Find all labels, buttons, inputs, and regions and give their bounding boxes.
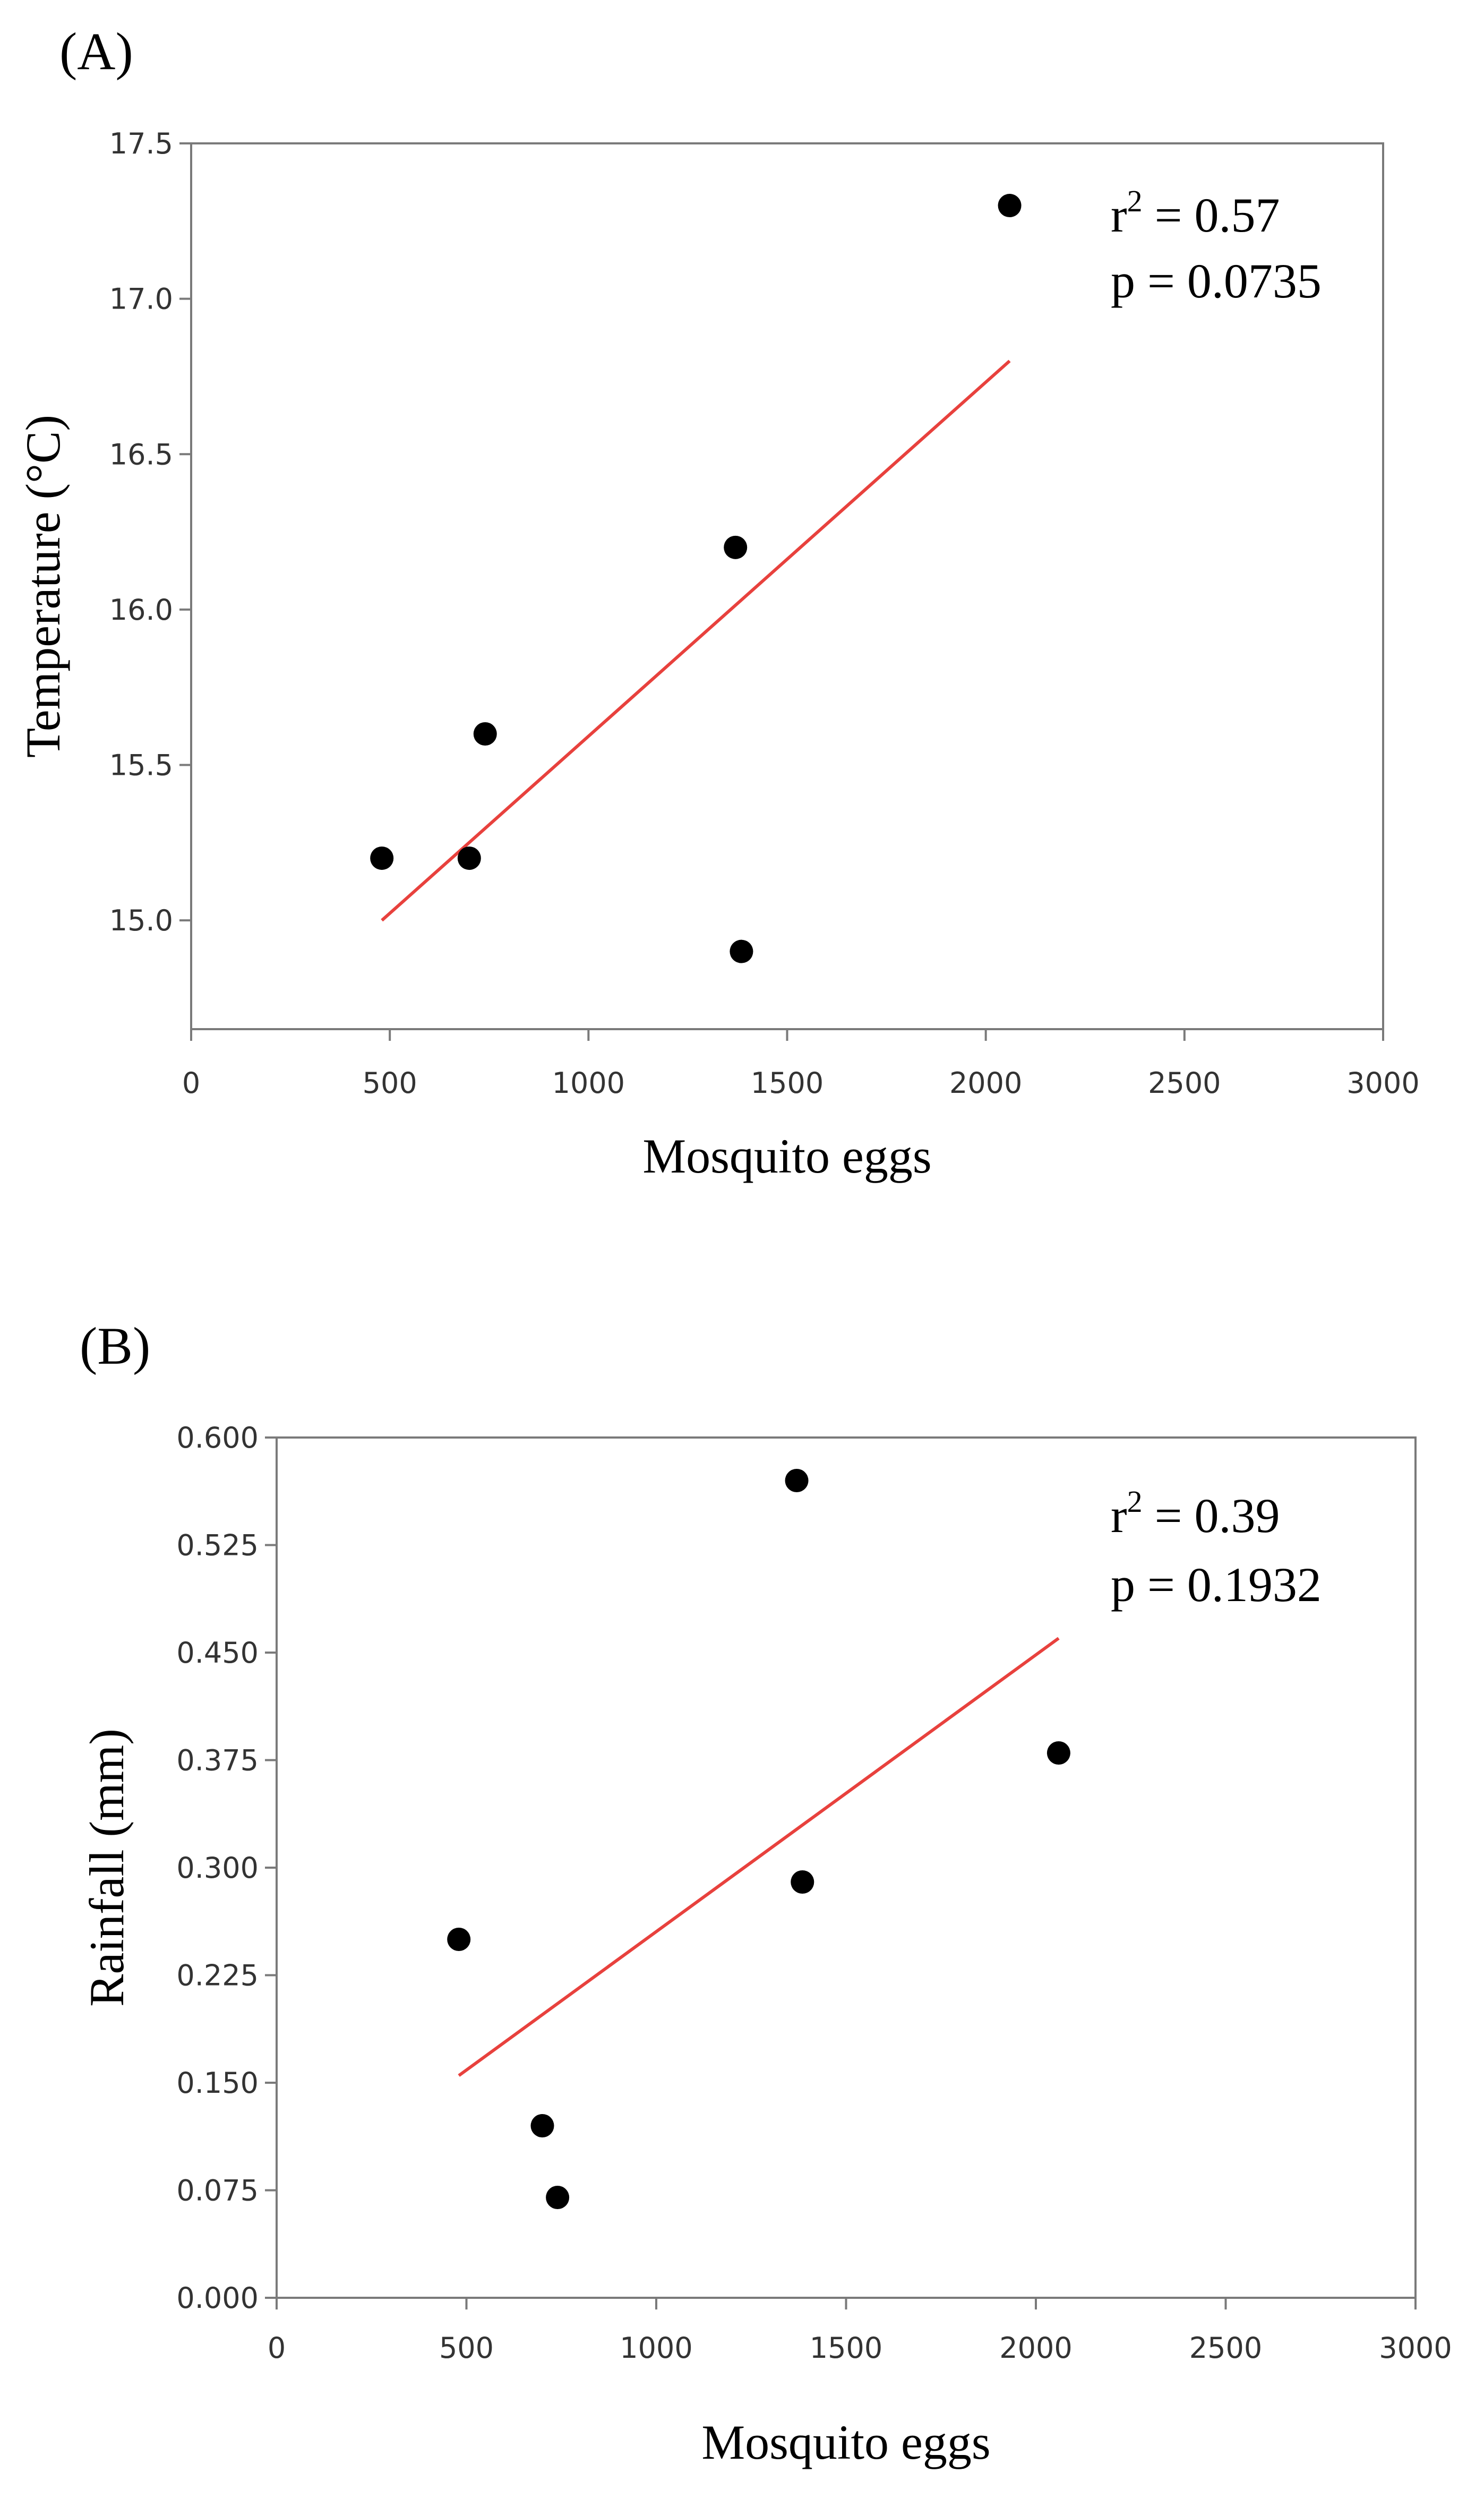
y-tick-label: 17.0 [109,283,173,316]
x-tick-label: 3000 [1379,2331,1452,2365]
x-tick-label: 0 [268,2331,286,2365]
y-tick-label: 15.0 [109,904,173,937]
y-tick-label: 0.375 [176,1744,259,1777]
r-squared-annotation: r2 = 0.39 [1111,1484,1280,1543]
x-tick-label: 3000 [1346,1066,1419,1100]
panel-label: (A) [59,22,133,81]
r-squared-value: = 0.57 [1143,188,1280,242]
panel-label: (B) [80,1316,150,1375]
r-exponent: 2 [1127,1484,1143,1519]
data-point [457,846,481,870]
data-point [530,2114,554,2137]
y-tick-label: 0.150 [176,2066,259,2100]
r-symbol: r [1111,1488,1127,1543]
y-tick-label: 17.5 [109,127,173,160]
y-tick-label: 16.0 [109,593,173,627]
plot-area [276,1436,1417,2299]
regression-line [381,360,1011,922]
data-point [546,2186,570,2209]
p-value-annotation: p = 0.0735 [1111,254,1322,308]
plot-area [190,142,1384,1030]
x-tick-label: 2500 [1189,2331,1262,2365]
data-point [447,1928,471,1951]
y-tick-label: 0.450 [176,1636,259,1670]
x-tick-label: 500 [439,2331,494,2365]
y-tick-label: 0.300 [176,1851,259,1885]
y-tick-label: 0.000 [176,2281,259,2315]
x-tick-label: 1000 [620,2331,692,2365]
y-tick-label: 0.600 [176,1421,259,1455]
x-tick-label: 2000 [949,1066,1022,1100]
data-point [1046,1741,1070,1765]
x-axis-title: Mosquito eggs [701,2415,990,2469]
r-exponent: 2 [1127,184,1143,218]
regression-line [458,1637,1060,2077]
data-point [724,535,748,559]
data-point [785,1469,809,1492]
data-point [730,939,753,963]
chart-panel-b: 0.000 0.075 0.150 0.225 0.300 0.375 0.450 0.525… [80,1316,1452,2469]
y-axis-title: Rainfall (mm) [80,1729,134,2007]
y-tick-label: 0.525 [176,1529,259,1562]
r-symbol: r [1111,188,1127,242]
p-value-annotation: p = 0.1932 [1111,1558,1322,1612]
x-tick-label: 1500 [810,2331,882,2365]
data-point [473,722,497,746]
x-axis-title: Mosquito eggs [642,1129,931,1183]
x-tick-label: 2500 [1148,1066,1221,1100]
y-tick-label: 16.5 [109,438,173,471]
data-point [370,846,394,870]
y-tick-label: 15.5 [109,749,173,782]
x-tick-label: 0 [182,1066,200,1100]
r-squared-value: = 0.39 [1143,1488,1280,1543]
x-tick-label: 2000 [999,2331,1072,2365]
r-squared-annotation: r2 = 0.57 [1111,184,1280,242]
y-axis-title: Temperature (°C) [16,415,70,758]
data-point [998,194,1022,218]
x-tick-label: 500 [363,1066,417,1100]
y-tick-label: 0.225 [176,1959,259,1992]
x-tick-label: 1500 [751,1066,824,1100]
chart-panel-a: 15.0 15.5 16.0 16.5 17.0 17.5 0 500 1000 1500 2000… [16,22,1420,1183]
x-tick-label: 1000 [552,1066,625,1100]
data-point [791,1870,814,1894]
y-tick-label: 0.075 [176,2174,259,2208]
